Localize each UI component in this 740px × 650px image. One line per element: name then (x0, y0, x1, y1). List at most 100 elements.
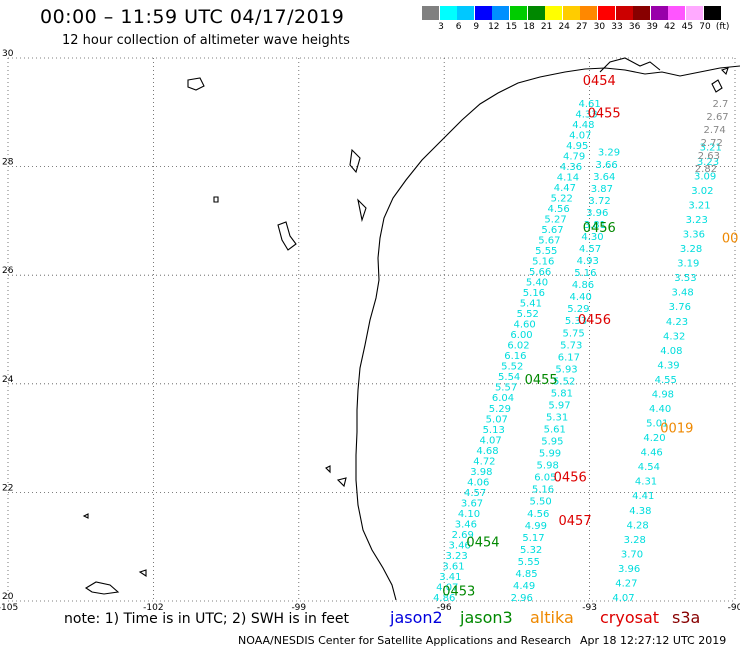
wave-height-value: 4.56 (548, 204, 570, 215)
wave-height-value: 6.16 (504, 351, 526, 362)
wave-height-value: 5.33 (565, 316, 587, 327)
wave-height-value: 4.95 (566, 141, 588, 152)
wave-height-value: 3.66 (595, 160, 617, 171)
wave-height-value: 3.81 (584, 220, 606, 231)
wave-height-value: 4.54 (638, 462, 660, 473)
scale-label: 21 (540, 22, 553, 32)
wave-height-value: 2.82 (695, 164, 717, 175)
wave-height-value: 5.98 (537, 461, 559, 472)
wave-height-value: 3.76 (669, 302, 691, 313)
legend-item-s3a: s3a (672, 608, 701, 627)
wave-height-value: 4.23 (666, 317, 688, 328)
scale-label: 15 (505, 22, 518, 32)
wave-height-value: 4.38 (629, 506, 651, 517)
lon-tick-label: -99 (291, 603, 306, 613)
wave-height-value: 4.98 (652, 389, 674, 400)
scale-swatch (545, 6, 563, 20)
delta-detail (599, 57, 661, 73)
pass-time-label: 0453 (442, 585, 475, 600)
wave-height-value: 2.96 (511, 593, 533, 604)
wave-height-value: 4.49 (513, 581, 535, 592)
lon-tick-label: -102 (143, 603, 163, 613)
scale-swatch (457, 6, 475, 20)
wave-height-value: 3.02 (691, 186, 713, 197)
coastline (82, 57, 740, 601)
wave-height-value: 5.67 (541, 225, 563, 236)
wave-height-value: 3.67 (461, 498, 483, 509)
pass-time-label: 0454 (583, 74, 616, 89)
island-5 (213, 196, 219, 203)
wave-height-value: 5.81 (551, 388, 573, 399)
island-9 (711, 79, 723, 93)
credit-text: NOAA/NESDIS Center for Satellite Applica… (238, 634, 572, 647)
wave-height-value: 6.05 (534, 473, 556, 484)
wave-height-value: 4.36 (560, 162, 582, 173)
wave-height-value: 4.99 (525, 521, 547, 532)
wave-height-value: 3.70 (621, 549, 643, 560)
wave-height-value: 5.97 (548, 400, 570, 411)
lat-tick-label: 22 (2, 483, 13, 493)
scale-label: 18 (523, 22, 535, 32)
wave-height-value: 2.74 (704, 125, 726, 136)
wave-height-value: 3.09 (694, 171, 716, 182)
wave-height-value: 5.93 (555, 364, 577, 375)
wave-height-value: 2.67 (706, 112, 728, 123)
lon-tick-label: -90 (728, 603, 740, 613)
scale-swatch (580, 6, 598, 20)
wave-height-value: 4.07 (612, 593, 634, 604)
wave-height-value: 5.54 (498, 372, 520, 383)
wave-height-value: 5.16 (523, 288, 545, 299)
wave-height-value: 5.52 (553, 376, 575, 387)
scale-label: 70 (699, 22, 711, 32)
lat-tick-label: 20 (2, 592, 14, 602)
pass-time-label: 0455 (525, 373, 558, 388)
wave-height-value: 3.96 (586, 208, 608, 219)
scale-swatch (439, 6, 457, 20)
pass-label-layer: 0453 0454 0455 0456 0454 0455 0456 0456 0457 0019… (442, 74, 738, 599)
track-layer: 4.864.073.413.613.233.462.693.464.103.67… (433, 99, 729, 604)
wave-height-value: 3.41 (439, 572, 461, 583)
wave-height-value: 4.93 (577, 256, 599, 267)
wave-height-value: 6.04 (492, 393, 514, 404)
wave-height-value: 5.95 (541, 437, 563, 448)
wave-height-value: 5.16 (574, 268, 596, 279)
scale-label: 30 (593, 22, 606, 32)
lat-tick-label: 24 (2, 375, 14, 385)
texas-louisiana-coast (355, 65, 740, 601)
scale-swatch (615, 6, 633, 20)
island-7 (325, 465, 331, 474)
wave-height-value: 5.61 (544, 425, 566, 436)
wave-height-value: 4.10 (458, 509, 480, 520)
wave-height-value: 3.23 (445, 551, 467, 562)
wave-height-value: 3.23 (686, 215, 708, 226)
pass-time-label: 0456 (554, 471, 587, 486)
lon-tick-label: -93 (582, 603, 597, 613)
wave-height-value: 3.72 (588, 196, 610, 207)
wave-height-value: 4.48 (572, 120, 594, 131)
wave-height-value: 4.79 (563, 151, 585, 162)
timestamp-text: Apr 18 12:27:12 UTC 2019 (580, 634, 727, 647)
lat-tick-label: 26 (2, 266, 14, 276)
wave-height-value: 4.55 (655, 375, 677, 386)
scale-label: 33 (611, 22, 623, 32)
wave-height-value: 5.52 (517, 309, 539, 320)
scale-swatch (598, 6, 615, 20)
wave-height-value: 4.06 (467, 477, 489, 488)
wave-height-value: 5.73 (560, 340, 582, 351)
wave-height-value: 6.17 (558, 352, 580, 363)
scale-swatch (650, 6, 668, 20)
wave-height-value: 5.27 (544, 215, 566, 226)
wave-height-value: 4.07 (479, 435, 501, 446)
wave-height-value: 2.72 (701, 138, 723, 149)
scale-label: 42 (664, 22, 676, 32)
legend-item-jason3: jason3 (460, 608, 513, 627)
wave-height-value: 3.64 (593, 172, 615, 183)
wave-height-value: 5.99 (539, 449, 561, 460)
wave-height-value: 4.33 (575, 109, 597, 120)
wave-height-value: 3.53 (674, 273, 696, 284)
island-1 (187, 77, 205, 91)
scale-label: 27 (576, 22, 588, 32)
wave-height-value: 4.30 (581, 232, 603, 243)
legend-item-cryosat: cryosat (600, 608, 660, 627)
